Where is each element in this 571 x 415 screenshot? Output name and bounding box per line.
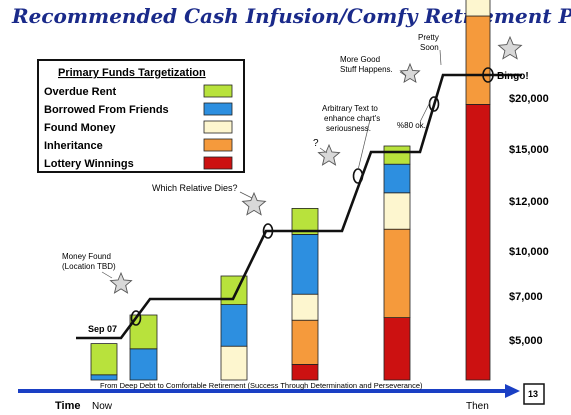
legend-box xyxy=(37,59,245,173)
legend-swatch xyxy=(203,120,233,134)
leader-line xyxy=(439,49,442,66)
line-marker xyxy=(262,223,274,239)
bar-segment xyxy=(383,317,411,381)
legend-swatch xyxy=(203,102,233,116)
bar-segment xyxy=(220,304,248,347)
axis-label-now: Now xyxy=(92,401,113,412)
y-tick-label: $20,000 xyxy=(509,93,549,105)
legend-swatch xyxy=(203,138,233,152)
line-marker xyxy=(482,67,494,83)
annotation-more-good-2: Stuff Happens. xyxy=(340,65,393,74)
leader-line xyxy=(399,71,407,77)
bar-segment xyxy=(291,363,319,381)
bars-group xyxy=(90,0,491,381)
legend-label: Borrowed From Friends xyxy=(44,104,169,116)
y-tick-label: $15,000 xyxy=(509,144,549,156)
annotation-soon: Soon xyxy=(420,43,439,52)
time-arrow-head xyxy=(505,384,520,398)
page-number: 13 xyxy=(528,389,538,399)
axis-label-then: Then xyxy=(466,401,489,412)
y-tick-label: $7,000 xyxy=(509,291,543,303)
annotation-bingo: Bingo! xyxy=(497,71,529,82)
leader-line xyxy=(419,99,432,123)
annotation-arbitrary-2: enhance chart's xyxy=(324,114,380,123)
bar-segment xyxy=(383,192,411,230)
bar-segment xyxy=(220,345,248,381)
progress-step-line xyxy=(76,73,522,340)
annotation-money-found: Money Found xyxy=(62,252,111,261)
annotation-sep07: Sep 07 xyxy=(88,324,117,334)
annotation-location: (Location TBD) xyxy=(62,262,116,271)
star-icon xyxy=(317,143,341,166)
axis-label-time: Time xyxy=(55,400,80,412)
y-tick-label: $10,000 xyxy=(509,246,549,258)
y-tick-label: $5,000 xyxy=(509,335,543,347)
milestone-stars xyxy=(109,35,523,294)
star-icon xyxy=(109,271,133,294)
bar-segment xyxy=(383,145,411,165)
bar-segment xyxy=(129,348,158,381)
leader-line xyxy=(101,271,113,279)
annotation-which-relative: Which Relative Dies? xyxy=(152,183,238,193)
legend-label: Lottery Winnings xyxy=(44,158,134,170)
star-icon xyxy=(399,62,421,84)
annotation-80-ok: %80 ok. xyxy=(397,121,426,130)
y-tick-labels: $5,000 $7,000 $10,000 $12,000 $15,000 $20,000 xyxy=(509,93,549,347)
legend-swatch xyxy=(203,156,233,170)
annotation-arbitrary-1: Arbitrary Text to xyxy=(322,104,378,113)
line-marker xyxy=(428,96,440,112)
legend-swatch xyxy=(203,84,233,98)
annotation-leaders xyxy=(101,49,442,279)
leader-line xyxy=(319,147,328,154)
time-axis: From Deep Debt to Comfortable Retirement… xyxy=(18,381,520,412)
bar-segment xyxy=(383,163,411,194)
bar-segment xyxy=(465,0,491,17)
bar-segment xyxy=(291,233,319,295)
annotation-more-good-1: More Good xyxy=(340,55,380,64)
bar-segment xyxy=(90,374,118,381)
line-markers xyxy=(130,67,494,326)
annotation-arbitrary-3: seriousness. xyxy=(326,124,371,133)
star-icon xyxy=(241,191,267,216)
bar-segment xyxy=(90,343,118,376)
annotation-question: ? xyxy=(313,138,319,149)
line-marker xyxy=(130,310,142,326)
legend: Primary Funds Targetization Overdue Rent… xyxy=(37,59,245,173)
legend-label: Inheritance xyxy=(44,140,103,152)
y-tick-label: $12,000 xyxy=(509,196,549,208)
leader-line xyxy=(357,119,371,171)
page-number-border xyxy=(523,383,545,405)
bar-segment xyxy=(465,104,491,381)
page-number-box: 13 xyxy=(523,383,545,405)
bar-segment xyxy=(291,319,319,365)
legend-label: Overdue Rent xyxy=(44,86,116,98)
bar-segment xyxy=(291,293,319,321)
bar-segment xyxy=(383,228,411,318)
leader-line xyxy=(239,191,253,199)
legend-items: Overdue Rent Borrowed From Friends Found M… xyxy=(44,84,233,170)
legend-label: Found Money xyxy=(44,122,116,134)
star-icon xyxy=(497,35,523,60)
annotation-pretty: Pretty xyxy=(418,33,439,42)
axis-caption: From Deep Debt to Comfortable Retirement… xyxy=(100,381,423,390)
bar-segment xyxy=(465,15,491,105)
legend-title: Primary Funds Targetization xyxy=(58,67,206,79)
